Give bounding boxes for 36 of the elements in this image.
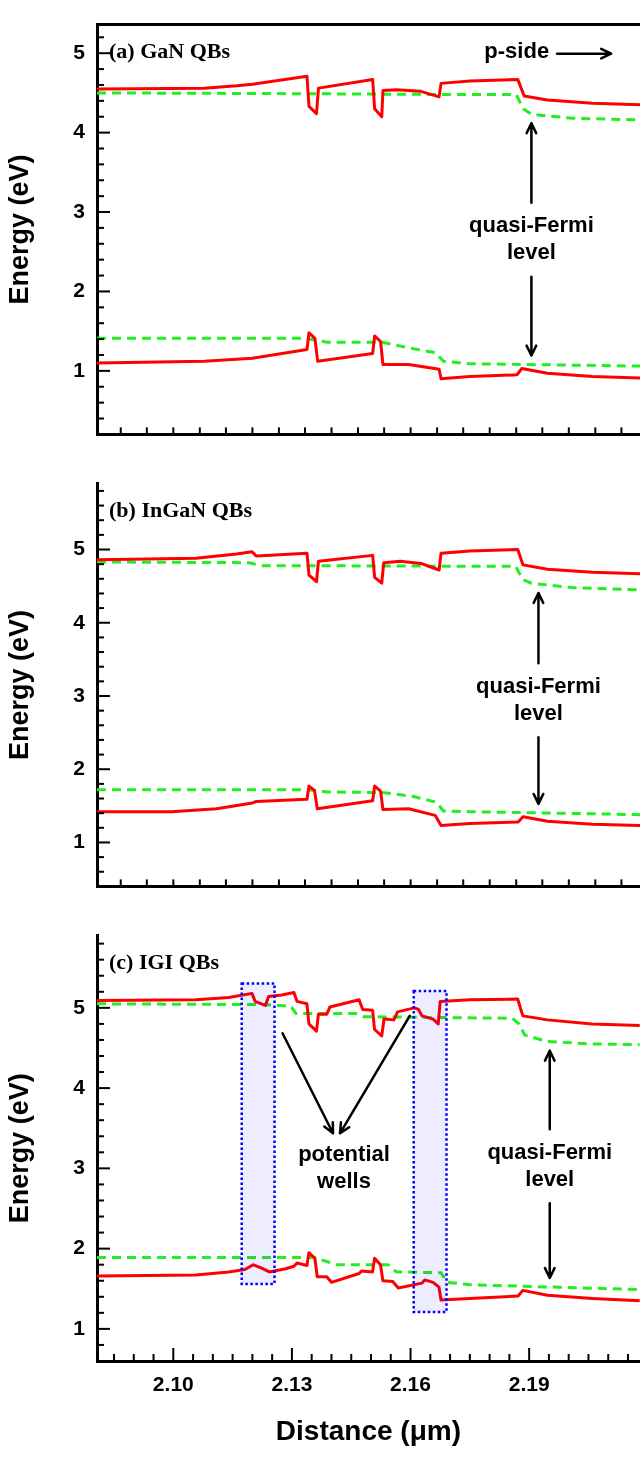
y-axis-title: Energy (eV) [3, 154, 34, 305]
y-tick-label: 5 [73, 39, 86, 63]
y-tick-label: 5 [73, 536, 86, 560]
line-series [97, 788, 640, 817]
annotation: quasi-Fermi level [476, 672, 601, 725]
x-tick-label: 2.19 [508, 1372, 550, 1396]
y-tick-label: 4 [73, 1074, 86, 1098]
line-series [97, 560, 640, 592]
text: (b) InGaN QBs [109, 497, 253, 523]
line-series [97, 336, 640, 368]
annotation: potential wells [298, 1140, 390, 1193]
y-tick-label: 2 [73, 278, 85, 302]
x-tick-label: 2.10 [152, 1372, 194, 1396]
y-tick-label: 4 [73, 119, 86, 143]
y-tick-label: 4 [73, 609, 86, 633]
line-series [97, 1002, 640, 1047]
line-series [97, 1255, 640, 1292]
y-axis-title: Energy (eV) [3, 609, 34, 761]
y-axis-title: Energy (eV) [3, 1073, 34, 1224]
y-tick-label: 2 [73, 756, 85, 780]
y-tick-label: 1 [73, 1315, 86, 1339]
annotation: quasi-Fermi level [487, 1138, 613, 1191]
y-tick-label: 3 [73, 198, 85, 222]
y-tick-label: 3 [73, 1155, 85, 1179]
text: (a) GaN QBs [109, 38, 231, 64]
y-tick-label: 1 [73, 829, 86, 853]
annotation: quasi-Fermi level [469, 212, 594, 265]
x-tick-label: 2.16 [390, 1372, 431, 1396]
y-tick-label: 5 [73, 994, 86, 1018]
y-tick-label: 2 [73, 1235, 85, 1259]
x-axis-title: Distance (μm) [275, 1414, 462, 1446]
annotation: p-side [484, 37, 550, 63]
y-tick-label: 3 [73, 682, 85, 706]
x-tick-label: 2.13 [271, 1372, 313, 1396]
text: (c) IGI QBs [109, 949, 220, 975]
y-tick-label: 1 [73, 357, 86, 381]
